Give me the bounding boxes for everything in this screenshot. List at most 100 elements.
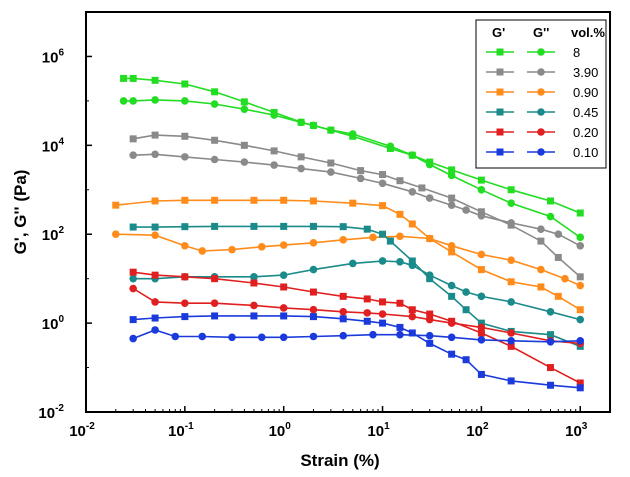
data-point: [309, 197, 317, 205]
y-tick-base: 10: [42, 316, 59, 333]
series-gprime-0.90: [112, 196, 584, 314]
data-point: [339, 235, 348, 244]
data-point: [537, 225, 545, 233]
data-point: [396, 330, 404, 339]
y-axis-title: G', G'' (Pa): [11, 170, 30, 255]
data-point: [250, 273, 258, 281]
x-axis-title: Strain (%): [300, 451, 379, 470]
series-line: [133, 271, 581, 384]
data-point: [507, 336, 515, 345]
data-point: [408, 306, 416, 314]
data-point: [546, 331, 554, 339]
y-tick-label: 102: [42, 225, 65, 244]
legend-marker-gdoubleprime: [537, 88, 545, 96]
data-point: [554, 292, 562, 300]
data-point: [477, 319, 485, 327]
data-point: [425, 234, 434, 243]
series-gprime-0.20: [129, 268, 584, 387]
data-point: [447, 201, 456, 209]
data-point: [396, 299, 404, 307]
x-tick-label: 100: [269, 421, 292, 440]
series-gprime-0.45: [129, 222, 584, 350]
series-gdoubleprime-3.90: [129, 150, 585, 250]
data-point: [151, 150, 159, 159]
x-tick-label: 10-1: [168, 421, 194, 440]
data-point: [507, 219, 515, 227]
data-point: [210, 299, 219, 308]
data-point: [129, 223, 137, 231]
x-tick-label: 103: [565, 421, 588, 440]
data-point: [250, 301, 258, 310]
data-point: [561, 274, 569, 283]
data-point: [228, 245, 236, 254]
data-point: [309, 332, 318, 341]
data-point: [181, 299, 189, 308]
legend-label: 0.10: [573, 145, 598, 160]
data-point: [408, 312, 417, 321]
series-line: [133, 260, 581, 321]
data-point: [576, 209, 584, 217]
data-point: [447, 281, 456, 290]
data-point: [211, 88, 219, 96]
legend-label: 0.20: [573, 125, 598, 140]
x-tick-exp: -1: [185, 421, 194, 432]
data-point: [211, 196, 219, 204]
y-tick-exp: 2: [58, 225, 64, 236]
data-point: [151, 223, 159, 231]
data-point: [477, 370, 485, 378]
data-point: [507, 377, 515, 385]
data-point: [356, 174, 365, 183]
series-gdoubleprime-8: [119, 96, 585, 242]
x-tick-exp: 2: [483, 421, 489, 432]
data-point: [447, 171, 456, 180]
data-point: [327, 159, 335, 167]
data-point: [554, 230, 563, 239]
data-point: [363, 317, 371, 325]
data-point: [129, 97, 137, 105]
data-point: [181, 241, 189, 250]
data-point: [129, 268, 137, 276]
data-point: [408, 220, 416, 228]
legend-marker-gprime: [496, 108, 504, 116]
series-gdoubleprime-0.45: [129, 257, 585, 324]
data-point: [378, 257, 387, 265]
data-point: [576, 281, 585, 290]
data-point: [418, 184, 426, 192]
data-point: [477, 336, 486, 344]
data-point: [257, 243, 266, 251]
data-point: [348, 259, 357, 268]
data-point: [280, 196, 288, 204]
data-point: [378, 179, 387, 188]
data-point: [250, 312, 258, 320]
data-point: [379, 230, 387, 238]
data-point: [546, 364, 554, 372]
data-point: [379, 171, 387, 179]
x-tick-exp: -2: [86, 421, 95, 432]
data-point: [181, 313, 189, 321]
data-point: [279, 241, 288, 249]
data-point: [448, 194, 456, 202]
data-point: [309, 121, 318, 130]
data-point: [576, 233, 585, 242]
data-point: [339, 315, 347, 323]
data-point: [576, 379, 584, 387]
data-point: [151, 197, 159, 205]
y-tick-label: 106: [42, 47, 65, 66]
data-point: [537, 237, 545, 245]
data-point: [270, 161, 278, 169]
legend-row: 8: [486, 45, 580, 60]
x-tick-label: 10-2: [69, 421, 95, 440]
data-point: [240, 105, 249, 114]
data-point: [240, 141, 248, 149]
legend-marker-gprime: [496, 88, 504, 96]
data-point: [448, 248, 456, 256]
data-point: [240, 98, 248, 106]
data-point: [181, 97, 189, 105]
data-point: [507, 342, 515, 350]
data-point: [309, 222, 317, 230]
data-point: [309, 239, 318, 247]
data-point: [379, 298, 387, 306]
data-point: [181, 273, 189, 281]
x-tick-base: 10: [565, 423, 582, 440]
